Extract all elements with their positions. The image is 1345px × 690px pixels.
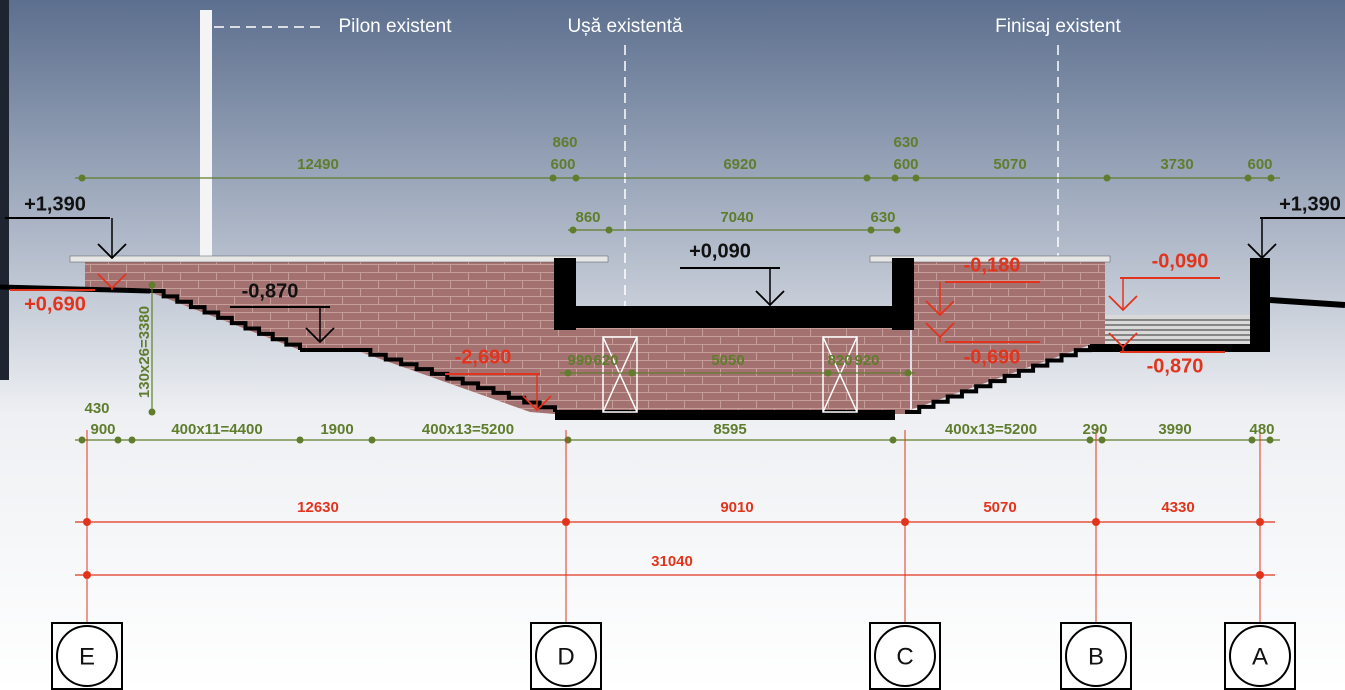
label: 600 xyxy=(1247,156,1272,173)
label: 130x26=3380 xyxy=(136,306,153,398)
label: 9010 xyxy=(720,499,753,516)
label: +1,390 xyxy=(24,193,86,215)
dim-dot xyxy=(892,175,899,182)
label: 5070 xyxy=(993,156,1026,173)
top-cap xyxy=(70,256,608,262)
dim-dot xyxy=(562,518,570,526)
label: -0,690 xyxy=(964,346,1021,368)
dim-dot xyxy=(79,437,86,444)
label: -0,870 xyxy=(1147,355,1204,377)
label: 600 xyxy=(550,156,575,173)
label: 400x13=5200 xyxy=(945,421,1037,438)
label: +1,390 xyxy=(1279,193,1341,215)
label: A xyxy=(1252,643,1268,670)
label: 620 xyxy=(593,352,618,369)
dim-dot xyxy=(1268,175,1275,182)
label: 630 xyxy=(893,134,918,151)
pillar xyxy=(554,258,576,330)
label: 290 xyxy=(1082,421,1107,438)
dim-dot xyxy=(894,227,901,234)
dim-dot xyxy=(79,175,86,182)
dim-dot xyxy=(129,437,136,444)
label: 600 xyxy=(893,156,918,173)
label: 920 xyxy=(854,352,879,369)
label: 860 xyxy=(575,209,600,226)
annotation: Ușă existentă xyxy=(567,16,683,37)
dim-dot xyxy=(868,227,875,234)
pillar xyxy=(892,258,914,330)
label: D xyxy=(557,643,574,670)
label: +0,690 xyxy=(24,293,86,315)
dim-dot xyxy=(115,437,122,444)
label: 820 xyxy=(827,352,852,369)
dim-dot xyxy=(864,175,871,182)
label: E xyxy=(79,643,95,670)
label: 630 xyxy=(870,209,895,226)
dim-dot xyxy=(573,175,580,182)
dim-dot xyxy=(1092,518,1100,526)
dim-dot xyxy=(905,370,912,377)
label: -0,090 xyxy=(1152,250,1209,272)
label: 3730 xyxy=(1160,156,1193,173)
label: 900 xyxy=(90,421,115,438)
dim-dot xyxy=(825,370,832,377)
label: -0,870 xyxy=(242,280,299,302)
dim-dot xyxy=(629,370,636,377)
dim-dot xyxy=(901,518,909,526)
dim-dot xyxy=(890,437,897,444)
dim-dot xyxy=(149,282,156,289)
pylon xyxy=(200,10,212,260)
label: 12490 xyxy=(297,156,339,173)
label: 430 xyxy=(84,400,109,417)
dim-dot xyxy=(570,227,577,234)
label: 400x13=5200 xyxy=(422,421,514,438)
label: 5070 xyxy=(983,499,1016,516)
label: 990 xyxy=(567,352,592,369)
label: 400x11=4400 xyxy=(171,421,262,438)
dim-dot xyxy=(83,518,91,526)
label: 7040 xyxy=(720,209,753,226)
label: 8595 xyxy=(713,421,746,438)
pillar xyxy=(1250,258,1270,352)
label: -0,180 xyxy=(964,254,1021,276)
label: 4330 xyxy=(1161,499,1194,516)
dim-dot xyxy=(83,571,91,579)
dim-dot xyxy=(1104,175,1111,182)
dim-dot xyxy=(606,227,613,234)
section-drawing: Pilon existent Ușă existentă Finisaj exi… xyxy=(0,0,1345,690)
label: B xyxy=(1088,643,1104,670)
label: -2,690 xyxy=(455,346,512,368)
label: 860 xyxy=(552,134,577,151)
dim-dot xyxy=(149,409,156,416)
dim-dot xyxy=(1245,175,1252,182)
edge-strip xyxy=(0,0,9,380)
dim-dot xyxy=(565,370,572,377)
annotation: Pilon existent xyxy=(338,16,452,37)
dim-dot xyxy=(369,437,376,444)
label: 1900 xyxy=(320,421,353,438)
label: +0,090 xyxy=(689,240,751,262)
ground xyxy=(1090,344,1270,352)
dim-dot xyxy=(297,437,304,444)
slab xyxy=(555,306,912,328)
annotation: Finisaj existent xyxy=(995,16,1121,37)
label: 3990 xyxy=(1158,421,1191,438)
label: 480 xyxy=(1249,421,1274,438)
label: 31040 xyxy=(651,553,693,570)
label: 6920 xyxy=(723,156,756,173)
label: 5050 xyxy=(711,352,744,369)
dim-dot xyxy=(550,175,557,182)
label: C xyxy=(896,643,913,670)
dim-dot xyxy=(913,175,920,182)
dim-dot xyxy=(1256,518,1264,526)
dim-dot xyxy=(1256,571,1264,579)
label: 12630 xyxy=(297,499,339,516)
